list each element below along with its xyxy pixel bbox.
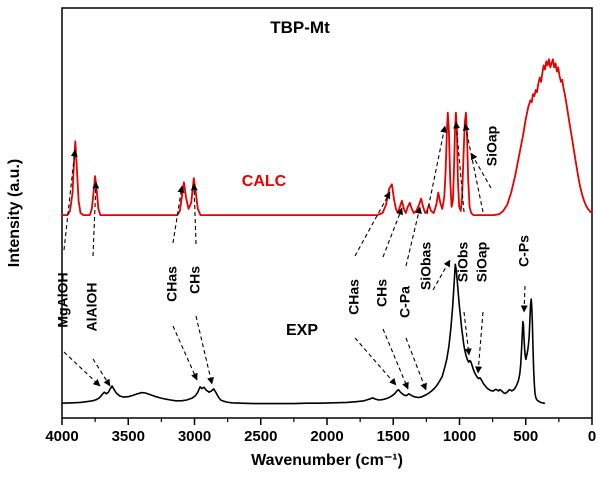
x-tick-label: 1500 <box>377 428 410 445</box>
calc-series-label: CALC <box>241 173 287 190</box>
annotation-arrow <box>405 206 422 267</box>
plot-frame <box>61 7 593 419</box>
y-axis-title: Intensity (a.u.) <box>6 158 23 268</box>
annotation-arrow <box>432 259 451 291</box>
x-tick-label: 2000 <box>310 428 343 445</box>
x-axis-title: Wavenumber (cm⁻¹) <box>251 452 403 469</box>
peak-label: C-Ps <box>516 235 532 267</box>
x-tick-label: 2500 <box>244 428 277 445</box>
annotation-arrow <box>172 325 198 381</box>
peak-label: C-Pa <box>397 286 413 318</box>
peak-label: SiObs <box>455 242 471 283</box>
peak-label: CHas <box>346 279 362 315</box>
axes: 4000 3500 3000 2500 2000 1500 1000 500 0 <box>45 7 596 445</box>
peak-label: SiOap <box>474 242 490 282</box>
exp-series-label: EXP <box>285 322 319 339</box>
calc-spectrum-line <box>61 58 593 216</box>
chart-title: TBP-Mt <box>270 18 330 37</box>
annotation-arrow <box>172 185 185 244</box>
annotation-arrow <box>195 315 214 385</box>
peak-annotations: MgAlOH AlAlOH CHas CHs CHas CHs C-Pa SiObas SiOb… <box>55 121 532 391</box>
x-tick-label: 3000 <box>178 428 211 445</box>
annotation-arrow <box>354 337 397 386</box>
peak-label: CHas <box>164 266 180 302</box>
spectra <box>61 58 593 405</box>
peak-label: MgAlOH <box>55 272 71 327</box>
annotation-arrow <box>63 149 78 251</box>
annotation-arrow <box>475 311 484 374</box>
annotation-arrow <box>463 311 472 356</box>
annotation-arrow <box>92 181 100 257</box>
x-tick-label: 1000 <box>443 428 476 445</box>
annotation-arrow <box>453 121 465 213</box>
annotation-arrow <box>462 123 484 213</box>
annotation-arrow <box>63 351 101 387</box>
annotation-arrow <box>190 183 198 245</box>
annotation-arrow <box>405 337 427 391</box>
peak-label: CHs <box>187 266 203 294</box>
annotation-arrow <box>92 358 111 387</box>
peak-label: SiOap <box>484 126 500 166</box>
peak-label: CHs <box>374 279 390 307</box>
x-tick-label: 0 <box>588 428 596 445</box>
peak-label: AlAlOH <box>84 283 100 332</box>
annotation-arrow <box>520 285 528 313</box>
annotation-arrow <box>354 191 391 257</box>
x-tick-label: 4000 <box>45 428 78 445</box>
exp-spectrum-line <box>61 263 546 405</box>
annotation-arrow <box>426 125 448 215</box>
x-tick-label: 500 <box>513 428 538 445</box>
annotation-arrow <box>382 328 409 390</box>
peak-label: SiObas <box>418 242 434 290</box>
x-tick-label: 3500 <box>112 428 145 445</box>
annotation-arrow <box>382 207 403 258</box>
